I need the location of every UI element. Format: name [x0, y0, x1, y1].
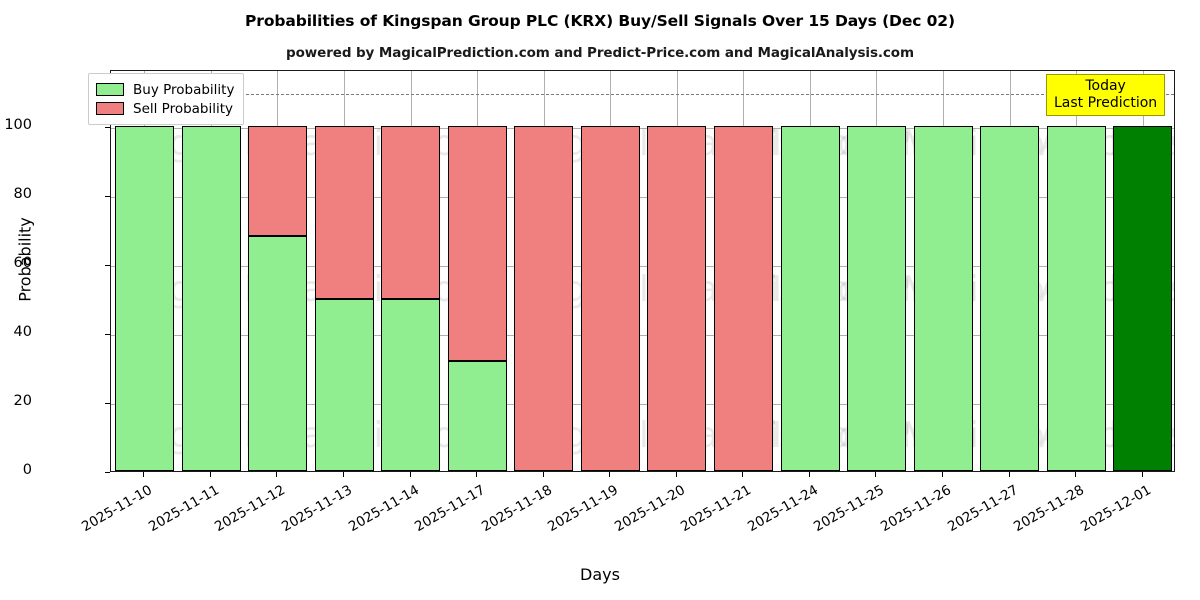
bar-segment-buy[interactable] [980, 126, 1039, 471]
gridline-horizontal [111, 197, 1174, 198]
bar-group[interactable] [182, 71, 241, 471]
bar-group[interactable] [714, 71, 773, 471]
chart-subtitle: powered by MagicalPrediction.com and Pre… [286, 45, 914, 61]
y-tick-mark [105, 127, 110, 128]
chart-title: Probabilities of Kingspan Group PLC (KRX… [245, 12, 955, 30]
x-tick-mark [476, 472, 477, 477]
bar-group[interactable] [381, 71, 440, 471]
bar-segment-sell[interactable] [381, 126, 440, 299]
x-tick-mark [143, 472, 144, 477]
x-tick-mark [1075, 472, 1076, 477]
legend-label: Buy Probability [133, 81, 235, 98]
x-tick-mark [276, 472, 277, 477]
y-tick-mark [105, 472, 110, 473]
x-tick-mark [942, 472, 943, 477]
y-axis-label: Probability [15, 217, 35, 302]
bar-segment-buy[interactable] [448, 360, 507, 471]
bar-segment-sell[interactable] [315, 126, 374, 299]
bar-group[interactable] [581, 71, 640, 471]
bar-group[interactable] [914, 71, 973, 471]
x-tick-mark [809, 472, 810, 477]
bar-segment-buy[interactable] [781, 126, 840, 471]
bar-group[interactable] [781, 71, 840, 471]
bar-group[interactable] [448, 71, 507, 471]
gridline-horizontal [111, 128, 1174, 129]
legend-item[interactable]: Sell Probability [96, 99, 234, 118]
bar-segment-sell[interactable] [514, 126, 573, 471]
gridline-horizontal [111, 266, 1174, 267]
bar-group[interactable] [248, 71, 307, 471]
chart-legend: Buy Probability Sell Probability [88, 73, 245, 125]
bar-segment-buy[interactable] [182, 126, 241, 471]
bar-segment-sell[interactable] [248, 126, 307, 237]
x-tick-mark [410, 472, 411, 477]
x-axis-label: Days [580, 565, 620, 584]
bar-group[interactable] [847, 71, 906, 471]
x-tick-mark [1009, 472, 1010, 477]
x-tick-mark [543, 472, 544, 477]
x-tick-mark [1142, 472, 1143, 477]
legend-label: Sell Probability [133, 100, 234, 117]
bar-group[interactable] [1113, 71, 1172, 471]
bar-segment-buy[interactable] [1113, 126, 1172, 471]
bar-segment-sell[interactable] [581, 126, 640, 471]
legend-item[interactable]: Buy Probability [96, 80, 234, 99]
upper-dashed-line [111, 93, 1174, 95]
bar-segment-buy[interactable] [847, 126, 906, 471]
x-tick-mark [676, 472, 677, 477]
today-annotation-line2: Last Prediction [1054, 94, 1158, 111]
bar-group[interactable] [980, 71, 1039, 471]
plot-area: MagicalAnalysis.comMagicalAnalysis.comMa… [110, 70, 1175, 472]
bar-group[interactable] [647, 71, 706, 471]
x-tick-mark [742, 472, 743, 477]
bar-segment-buy[interactable] [115, 126, 174, 471]
y-tick-mark [105, 196, 110, 197]
bar-segment-sell[interactable] [448, 126, 507, 361]
bar-segment-sell[interactable] [714, 126, 773, 471]
gridline-horizontal [111, 335, 1174, 336]
x-tick-mark [343, 472, 344, 477]
y-tick-label: 60 [13, 255, 32, 271]
today-annotation-line1: Today [1085, 78, 1126, 94]
y-tick-mark [105, 334, 110, 335]
bar-group[interactable] [315, 71, 374, 471]
bar-segment-buy[interactable] [315, 298, 374, 471]
y-tick-mark [105, 403, 110, 404]
y-tick-label: 20 [13, 393, 32, 409]
bar-group[interactable] [1047, 71, 1106, 471]
bar-group[interactable] [514, 71, 573, 471]
today-annotation: Today Last Prediction [1046, 74, 1166, 117]
bar-segment-buy[interactable] [381, 298, 440, 471]
bar-group[interactable] [115, 71, 174, 471]
y-tick-label: 100 [4, 117, 32, 133]
bar-segment-buy[interactable] [914, 126, 973, 471]
bar-segment-buy[interactable] [248, 236, 307, 471]
x-tick-mark [210, 472, 211, 477]
gridline-horizontal [111, 404, 1174, 405]
x-tick-mark [609, 472, 610, 477]
y-tick-mark [105, 265, 110, 266]
y-tick-label: 40 [13, 324, 32, 340]
y-tick-label: 80 [13, 186, 32, 202]
x-tick-mark [875, 472, 876, 477]
plot-clip: MagicalAnalysis.comMagicalAnalysis.comMa… [111, 71, 1174, 471]
y-tick-label: 0 [22, 462, 32, 478]
legend-swatch-sell-icon [96, 102, 124, 115]
bar-segment-buy[interactable] [1047, 126, 1106, 471]
bar-segment-sell[interactable] [647, 126, 706, 471]
legend-swatch-buy-icon [96, 83, 124, 96]
